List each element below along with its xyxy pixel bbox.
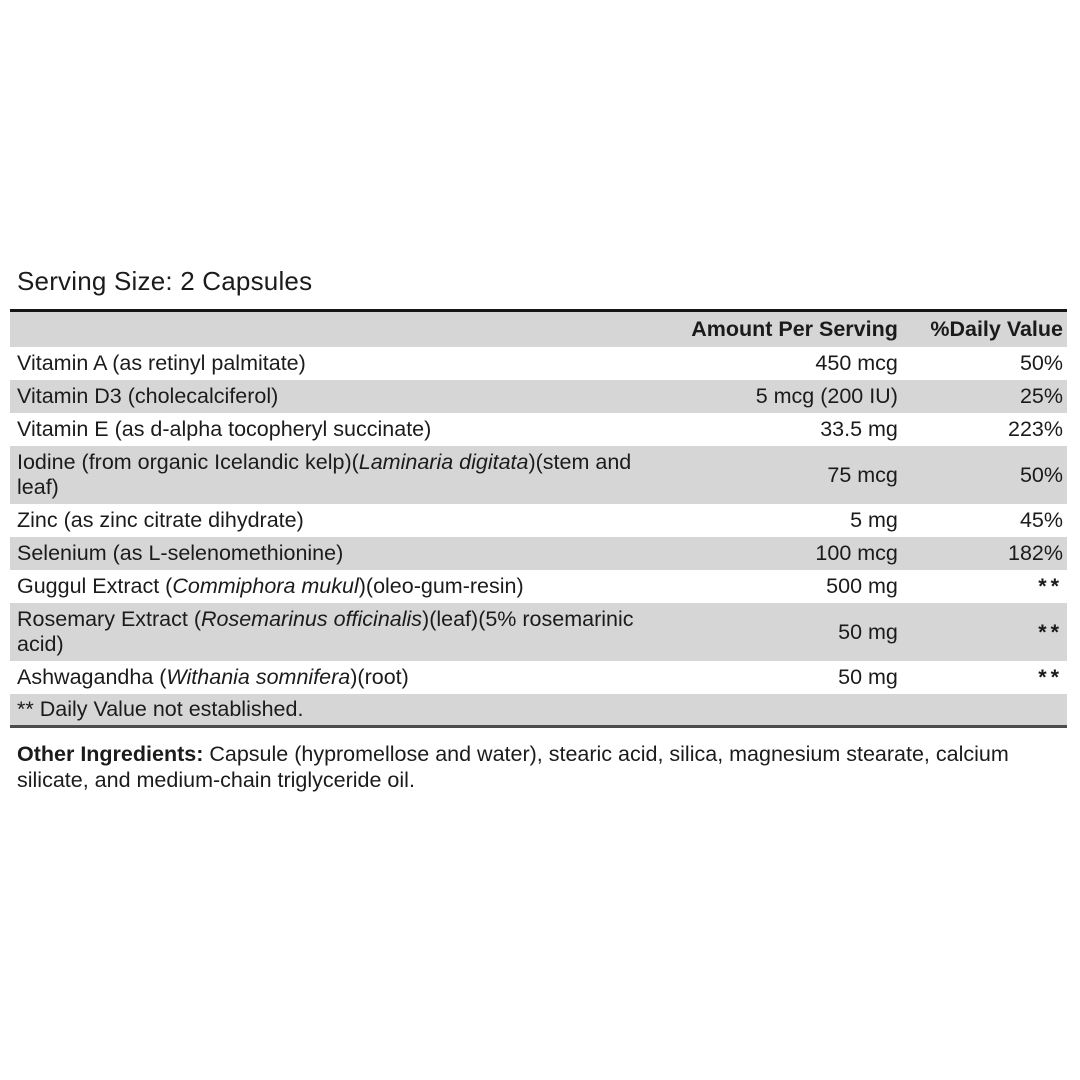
header-amount-per-serving: Amount Per Serving (691, 317, 898, 341)
ingredient-name: Vitamin A (as retinyl palmitate) (17, 351, 306, 375)
amount-per-serving: 100 mcg (815, 541, 898, 565)
supplement-facts-panel: Serving Size: 2 Capsules Amount Per Serv… (10, 266, 1067, 793)
daily-value-footnote: ** Daily Value not established. (17, 697, 304, 721)
table-row: Guggul Extract (Commiphora mukul)(oleo-g… (10, 570, 1067, 603)
daily-value: ** (898, 570, 1067, 603)
daily-value: 182% (1008, 541, 1063, 565)
table-row: Ashwagandha (Withania somnifera)(root) 50… (10, 661, 1067, 694)
table-row: Vitamin D3 (cholecalciferol) 5 mcg (200 I… (10, 380, 1067, 413)
amount-per-serving: 450 mcg (815, 351, 898, 375)
ingredient-name: Vitamin D3 (cholecalciferol) (17, 384, 279, 408)
daily-value: 50% (1019, 351, 1063, 375)
table-row: Rosemary Extract (Rosemarinus officinali… (10, 603, 1067, 661)
table-row: Vitamin A (as retinyl palmitate) 450 mcg 5… (10, 347, 1067, 380)
supplement-facts-table: Amount Per Serving %Daily Value Vitamin … (10, 309, 1067, 728)
not-established-symbol: ** (1038, 574, 1063, 598)
ingredient-name: Vitamin E (as d-alpha tocopheryl succina… (17, 417, 432, 441)
daily-value: 50% (1019, 462, 1063, 487)
other-ingredients: Other Ingredients: Capsule (hypromellose… (17, 741, 1057, 793)
daily-value: 25% (1019, 384, 1063, 408)
table-row: Zinc (as zinc citrate dihydrate) 5 mg 45% (10, 504, 1067, 537)
table-row: Iodine (from organic Icelandic kelp)(Lam… (10, 446, 1067, 504)
not-established-symbol: ** (1038, 619, 1063, 644)
serving-size-text: Serving Size: 2 Capsules (17, 266, 313, 296)
table-row: Vitamin E (as d-alpha tocopheryl succina… (10, 413, 1067, 446)
table-body: Vitamin A (as retinyl palmitate) 450 mcg 5… (10, 347, 1067, 727)
daily-value: ** (898, 603, 1067, 661)
amount-per-serving: 500 mg (826, 574, 898, 598)
table-header-row: Amount Per Serving %Daily Value (10, 310, 1067, 348)
ingredient-name: Iodine (from organic Icelandic kelp)(Lam… (17, 450, 632, 499)
daily-value: ** (898, 661, 1067, 694)
amount-per-serving: 50 mg (838, 665, 898, 689)
ingredient-name: Zinc (as zinc citrate dihydrate) (17, 508, 304, 532)
ingredient-name: Rosemary Extract (Rosemarinus officinali… (17, 607, 634, 656)
other-ingredients-label: Other Ingredients: (17, 742, 204, 766)
not-established-symbol: ** (1038, 665, 1063, 689)
header-daily-value: %Daily Value (930, 317, 1063, 341)
amount-per-serving: 5 mcg (200 IU) (755, 384, 898, 408)
daily-value: 223% (1008, 417, 1063, 441)
footnote-row: ** Daily Value not established. (10, 694, 1067, 727)
amount-per-serving: 5 mg (850, 508, 898, 532)
amount-per-serving: 50 mg (838, 619, 898, 644)
daily-value: 45% (1019, 508, 1063, 532)
table-row: Selenium (as L-selenomethionine) 100 mcg 1… (10, 537, 1067, 570)
amount-per-serving: 33.5 mg (820, 417, 898, 441)
ingredient-name: Guggul Extract (Commiphora mukul)(oleo-g… (17, 574, 524, 598)
header-ingredient (10, 311, 676, 348)
ingredient-name: Selenium (as L-selenomethionine) (17, 541, 344, 565)
ingredient-name: Ashwagandha (Withania somnifera)(root) (17, 665, 409, 689)
other-ingredients-text: Capsule (hypromellose and water), steari… (17, 742, 1009, 792)
amount-per-serving: 75 mcg (827, 462, 898, 487)
